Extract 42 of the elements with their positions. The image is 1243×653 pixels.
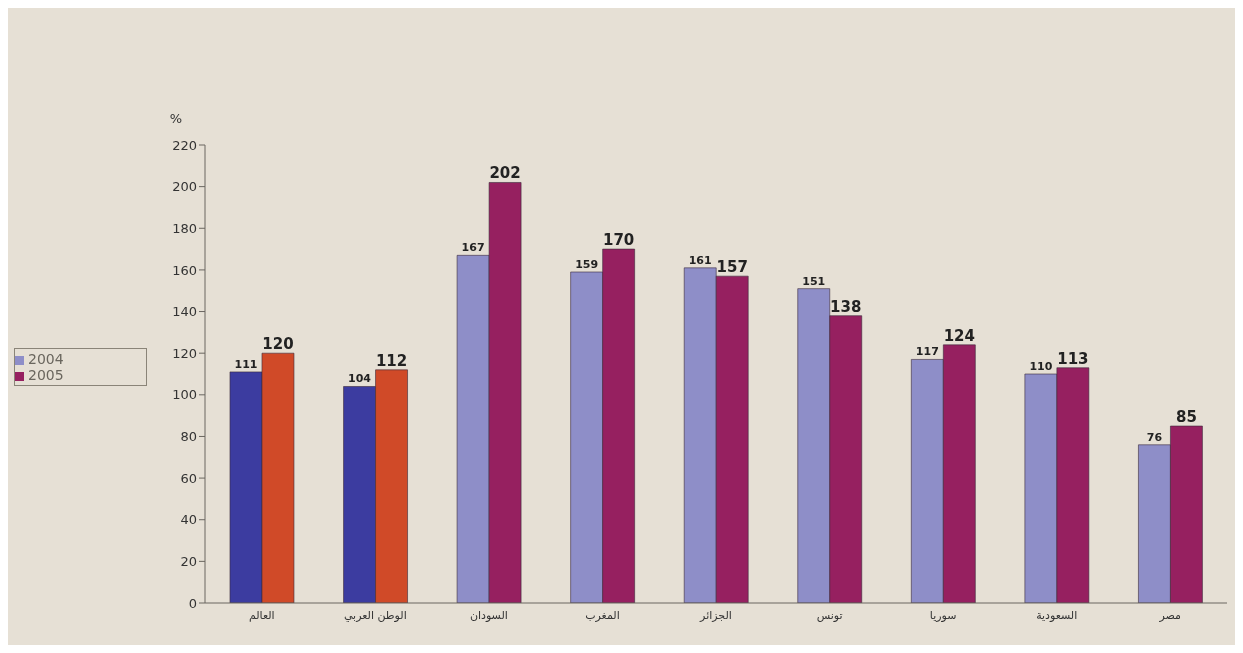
- data-label: 159: [575, 257, 599, 271]
- data-label: 113: [1057, 349, 1089, 368]
- y-tick-label: 160: [172, 262, 197, 278]
- y-tick-label: 40: [180, 512, 197, 528]
- y-axis-title: %: [169, 111, 183, 126]
- y-tick-label: 0: [188, 595, 197, 611]
- legend-label: 2005: [28, 367, 64, 383]
- x-tick-label: الجزائر: [699, 608, 732, 622]
- data-label: 120: [262, 335, 294, 354]
- data-label: 138: [830, 297, 862, 316]
- data-label: 110: [1029, 360, 1053, 373]
- x-tick-label: مصر: [1158, 608, 1182, 622]
- y-tick-label: 80: [180, 429, 197, 445]
- data-label: 112: [375, 351, 408, 370]
- data-label: 161: [688, 253, 712, 267]
- x-tick-label: سوريا: [929, 608, 957, 622]
- x-tick-label: الوطن العربي: [343, 608, 407, 622]
- data-label: 167: [461, 241, 485, 255]
- data-label: 85: [1175, 408, 1197, 427]
- data-label: 117: [915, 345, 939, 359]
- y-tick-label: 200: [172, 179, 197, 195]
- x-tick-label: تونس: [816, 608, 843, 622]
- data-label: 170: [602, 231, 635, 250]
- data-label: 111: [234, 357, 258, 371]
- legend-label: 2004: [28, 351, 64, 367]
- y-tick-label: 20: [180, 553, 197, 569]
- data-label: 151: [802, 274, 826, 288]
- x-tick-label: العالم: [248, 608, 275, 622]
- data-label: 76: [1146, 430, 1163, 444]
- y-tick-label: 180: [172, 220, 197, 236]
- x-tick-label: السعودية: [1036, 608, 1078, 622]
- data-label: 124: [943, 326, 975, 345]
- data-label: 104: [348, 372, 372, 386]
- y-tick-label: 100: [172, 387, 197, 403]
- data-label: 202: [489, 164, 521, 183]
- y-tick-label: 120: [172, 345, 197, 361]
- x-tick-label: المغرب: [585, 608, 620, 622]
- y-tick-label: 220: [172, 137, 197, 153]
- x-tick-label: السودان: [469, 608, 508, 622]
- y-tick-label: 60: [180, 470, 197, 486]
- data-label: 157: [716, 258, 748, 277]
- y-tick-label: 140: [172, 304, 197, 320]
